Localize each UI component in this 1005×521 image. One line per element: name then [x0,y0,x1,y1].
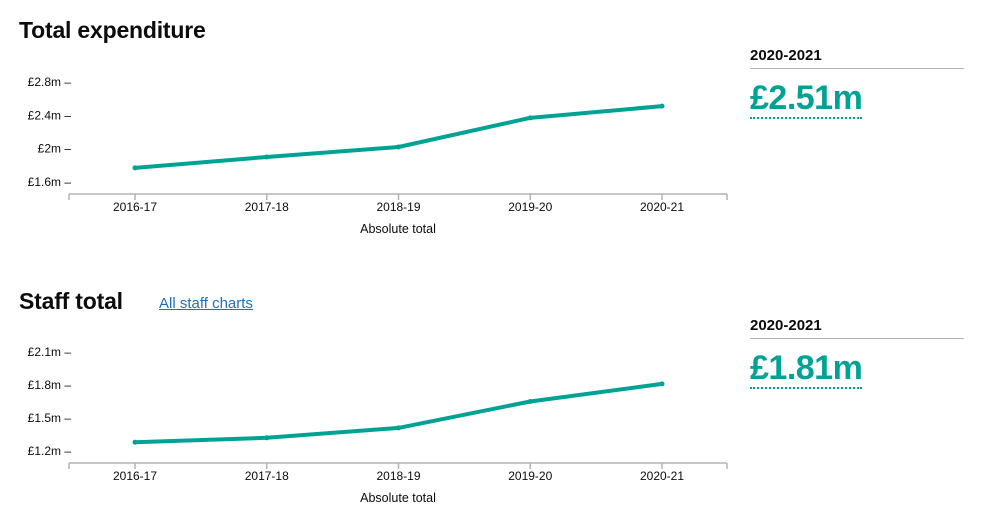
x-tick-label: 2020-21 [640,469,684,483]
data-point [659,103,665,109]
x-axis-title: Absolute total [360,491,436,505]
x-tick-label: 2019-20 [508,200,552,214]
data-point [264,435,270,441]
staff-total-chart: £1.2m – £1.5m – £1.8m – £2.1m – 2016-17 2017-… [28,345,728,505]
y-tick-label: £1.6m – [28,175,72,189]
data-point [659,381,665,387]
stat-value[interactable]: £2.51m [750,79,863,119]
data-point [132,165,138,171]
data-point [527,399,533,404]
x-tick-label: 2019-20 [508,469,552,483]
section-heading: Total expenditure [19,17,206,43]
stat-label: 2020-2021 [750,47,964,69]
x-tick-label: 2018-19 [376,200,420,214]
y-tick-label: £1.5m – [28,411,72,425]
x-axis-title: Absolute total [360,222,436,236]
y-tick-label: £1.8m – [28,378,72,392]
x-tick-label: 2016-17 [113,200,157,214]
data-point [396,144,401,150]
staff-total-section: Staff total All staff charts £1.2m – £1.5… [0,268,1005,521]
total-expenditure-chart: £1.6m – £2m – £2.4m – £2.8m – 2016-17 2017-18… [28,75,728,236]
x-tick-label: 2017-18 [245,200,289,214]
y-tick-label: £2.4m – [28,108,72,122]
y-tick-label: £2m – [38,142,72,156]
y-tick-label: £1.2m – [28,444,72,458]
all-staff-charts-link[interactable]: All staff charts [159,295,253,312]
x-tick-label: 2017-18 [245,469,289,483]
stat-panel: 2020-2021 £2.51m [750,47,964,119]
total-expenditure-section: Total expenditure £1.6m – £2m – £2.4m – £2.… [0,0,1005,260]
series-line [133,381,664,445]
series-line [133,104,664,170]
x-tick-label: 2020-21 [640,200,684,214]
stat-label: 2020-2021 [750,317,964,339]
x-tick-label: 2018-19 [376,469,420,483]
y-tick-label: £2.8m – [28,75,72,89]
data-point [396,425,401,431]
x-tick-label: 2016-17 [113,469,157,483]
data-point [132,439,138,445]
section-heading: Staff total [19,288,123,314]
data-point [264,154,270,160]
stat-value[interactable]: £1.81m [750,349,863,389]
y-tick-label: £2.1m – [28,345,72,359]
stat-panel: 2020-2021 £1.81m [750,317,964,389]
data-point [527,115,533,121]
